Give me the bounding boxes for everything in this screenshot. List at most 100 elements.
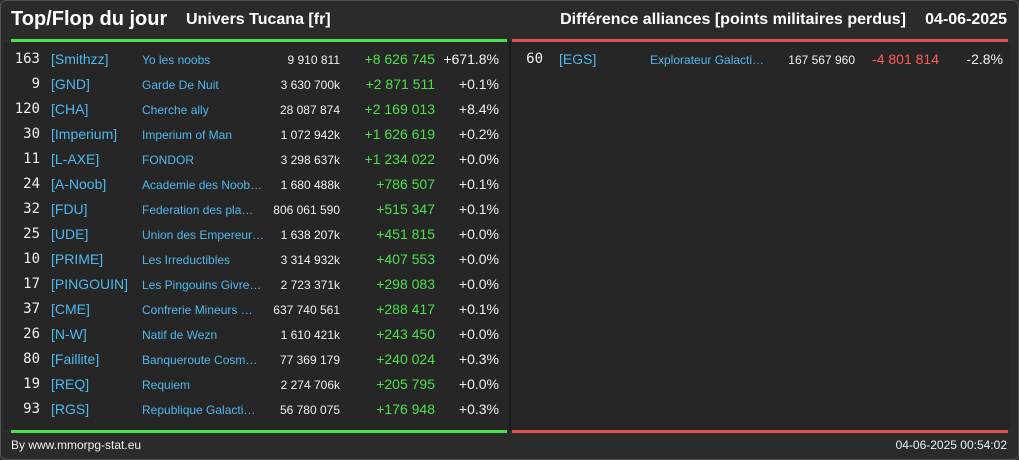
alliance-pct: +0.2% bbox=[458, 126, 499, 142]
alliance-diff: +1 234 022 bbox=[364, 151, 435, 167]
alliance-name-link[interactable]: Les Irreductibles bbox=[142, 253, 231, 267]
alliance-rank: 19 bbox=[23, 376, 40, 392]
alliance-name-link[interactable]: Republique Galacti… bbox=[142, 403, 256, 417]
alliance-tag-link[interactable]: [GND] bbox=[51, 76, 90, 92]
alliance-points: 77 369 179 bbox=[279, 353, 340, 367]
alliance-diff: +240 024 bbox=[376, 351, 435, 367]
alliance-tag-link[interactable]: [FDU] bbox=[51, 201, 88, 217]
alliance-diff: +786 507 bbox=[376, 176, 435, 192]
alliance-pct: +0.1% bbox=[458, 201, 499, 217]
alliance-row: 10 [PRIME] Les Irreductibles 3 314 932k +407… bbox=[4, 247, 509, 272]
alliance-name-link[interactable]: Federation des pla… bbox=[142, 203, 254, 217]
alliance-tag-link[interactable]: [PINGOUIN] bbox=[51, 276, 129, 292]
alliance-tag-link[interactable]: [RGS] bbox=[51, 401, 90, 417]
alliance-pct: +0.0% bbox=[458, 251, 499, 267]
alliance-row: 163 [Smithzz] Yo les noobs 9 910 811 +8 626 … bbox=[4, 47, 509, 72]
alliance-name-link[interactable]: Cherche ally bbox=[142, 103, 209, 117]
alliance-points: 1 610 421k bbox=[280, 328, 340, 342]
alliance-diff: +515 347 bbox=[376, 201, 435, 217]
alliance-row: 120 [CHA] Cherche ally 28 087 874 +2 169 013… bbox=[4, 97, 509, 122]
alliance-name-link[interactable]: Garde De Nuit bbox=[142, 78, 219, 92]
alliance-name-link[interactable]: Banqueroute Cosm… bbox=[142, 353, 258, 367]
alliance-pct: +0.1% bbox=[458, 76, 499, 92]
alliance-row: 11 [L-AXE] FONDOR 3 298 637k +1 234 022 +0.0% bbox=[4, 147, 509, 172]
alliance-points: 3 630 700k bbox=[280, 78, 340, 92]
alliance-name-link[interactable]: Natif de Wezn bbox=[142, 328, 218, 342]
alliance-diff: +298 083 bbox=[376, 276, 435, 292]
alliance-points: 2 723 371k bbox=[280, 278, 340, 292]
alliance-pct: +0.3% bbox=[458, 401, 499, 417]
alliance-points: 1 680 488k bbox=[280, 178, 340, 192]
alliance-name-link[interactable]: Academie des Noob… bbox=[142, 178, 263, 192]
alliance-diff: +451 815 bbox=[376, 226, 435, 242]
alliance-name-link[interactable]: Yo les noobs bbox=[142, 53, 211, 67]
alliance-rank: 163 bbox=[14, 51, 40, 67]
alliance-tag-link[interactable]: [Imperium] bbox=[51, 126, 118, 142]
alliance-row: 24 [A-Noob] Academie des Noob… 1 680 488k +7… bbox=[4, 172, 509, 197]
alliance-points: 637 740 561 bbox=[273, 303, 340, 317]
alliance-tag-link[interactable]: [A-Noob] bbox=[51, 176, 107, 192]
alliance-row: 17 [PINGOUIN] Les Pingouins Givre… 2 723 37… bbox=[4, 272, 509, 297]
alliance-rank: 11 bbox=[23, 151, 40, 167]
alliance-name-link[interactable]: Les Pingouins Givre… bbox=[142, 278, 262, 292]
alliance-points: 3 298 637k bbox=[280, 153, 340, 167]
alliance-rank: 30 bbox=[23, 126, 40, 142]
alliance-row: 30 [Imperium] Imperium of Man 1 072 942k +1 … bbox=[4, 122, 509, 147]
alliance-row: 93 [RGS] Republique Galacti… 56 780 075 +176… bbox=[4, 397, 509, 422]
alliance-rank: 17 bbox=[23, 276, 40, 292]
alliance-name-link[interactable]: FONDOR bbox=[142, 153, 194, 167]
alliance-name-link[interactable]: Union des Empereur… bbox=[142, 228, 265, 242]
alliance-tag-link[interactable]: [UDE] bbox=[51, 226, 89, 242]
alliance-points: 806 061 590 bbox=[273, 203, 340, 217]
alliance-diff: +1 626 619 bbox=[364, 126, 435, 142]
header-date: 04-06-2025 bbox=[925, 11, 1007, 28]
alliance-tag-link[interactable]: [EGS] bbox=[559, 51, 597, 67]
alliance-row: 26 [N-W] Natif de Wezn 1 610 421k +243 450 +0… bbox=[4, 322, 509, 347]
alliance-rank: 10 bbox=[23, 251, 40, 267]
alliance-row: 32 [FDU] Federation des pla… 806 061 590 +51… bbox=[4, 197, 509, 222]
alliance-rank: 25 bbox=[23, 226, 40, 242]
alliance-rank: 80 bbox=[23, 351, 40, 367]
alliance-row: 19 [REQ] Requiem 2 274 706k +205 795 +0.0% bbox=[4, 372, 509, 397]
source-link[interactable]: By www.mmorpg-stat.eu bbox=[11, 438, 142, 452]
alliance-tag-link[interactable]: [Faillite] bbox=[51, 351, 100, 367]
universe-label: Univers Tucana [fr] bbox=[186, 11, 331, 28]
alliance-name-link[interactable]: Imperium of Man bbox=[142, 128, 233, 142]
alliance-diff: -4 801 814 bbox=[872, 51, 939, 67]
alliance-name-link[interactable]: Confrerie Mineurs … bbox=[142, 303, 253, 317]
ranking-subtitle: Différence alliances [points militaires … bbox=[560, 11, 906, 28]
alliance-name-link[interactable]: Explorateur Galacti… bbox=[650, 53, 765, 67]
alliance-row: 25 [UDE] Union des Empereur… 1 638 207k +451… bbox=[4, 222, 509, 247]
alliance-tag-link[interactable]: [REQ] bbox=[51, 376, 90, 392]
alliance-row: 37 [CME] Confrerie Mineurs … 637 740 561 +28… bbox=[4, 297, 509, 322]
alliance-pct: +0.0% bbox=[458, 326, 499, 342]
alliance-points: 28 087 874 bbox=[279, 103, 340, 117]
alliance-pct: +0.3% bbox=[458, 351, 499, 367]
alliance-points: 1 638 207k bbox=[280, 228, 340, 242]
page-title: Top/Flop du jour bbox=[11, 8, 168, 30]
alliance-diff: +2 871 511 bbox=[365, 76, 435, 92]
alliance-pct: +0.1% bbox=[458, 176, 499, 192]
top-panel-top-border bbox=[11, 39, 507, 42]
alliance-pct: +8.4% bbox=[458, 101, 499, 117]
alliance-tag-link[interactable]: [L-AXE] bbox=[51, 151, 100, 167]
alliance-tag-link[interactable]: [CHA] bbox=[51, 101, 89, 117]
alliance-diff: +205 795 bbox=[376, 376, 435, 392]
alliance-row: 80 [Faillite] Banqueroute Cosm… 77 369 179 +… bbox=[4, 347, 509, 372]
alliance-tag-link[interactable]: [CME] bbox=[51, 301, 90, 317]
flop-panel: 60 [EGS] Explorateur Galacti… 167 567 960 -4… bbox=[511, 42, 1011, 430]
alliance-tag-link[interactable]: [N-W] bbox=[51, 326, 87, 342]
alliance-diff: +176 948 bbox=[376, 401, 435, 417]
alliance-name-link[interactable]: Requiem bbox=[142, 378, 191, 392]
alliance-rank: 37 bbox=[23, 301, 40, 317]
alliance-pct: +671.8% bbox=[443, 51, 499, 67]
alliance-points: 9 910 811 bbox=[287, 53, 341, 67]
alliance-tag-link[interactable]: [PRIME] bbox=[51, 251, 104, 267]
flop-panel-bottom-border bbox=[512, 430, 1008, 433]
alliance-diff: +243 450 bbox=[376, 326, 435, 342]
alliance-tag-link[interactable]: [Smithzz] bbox=[51, 51, 109, 67]
alliance-rank: 60 bbox=[526, 51, 543, 67]
alliance-diff: +407 553 bbox=[376, 251, 435, 267]
top-panel: 163 [Smithzz] Yo les noobs 9 910 811 +8 626 … bbox=[4, 42, 509, 430]
alliance-rank: 9 bbox=[31, 76, 40, 92]
